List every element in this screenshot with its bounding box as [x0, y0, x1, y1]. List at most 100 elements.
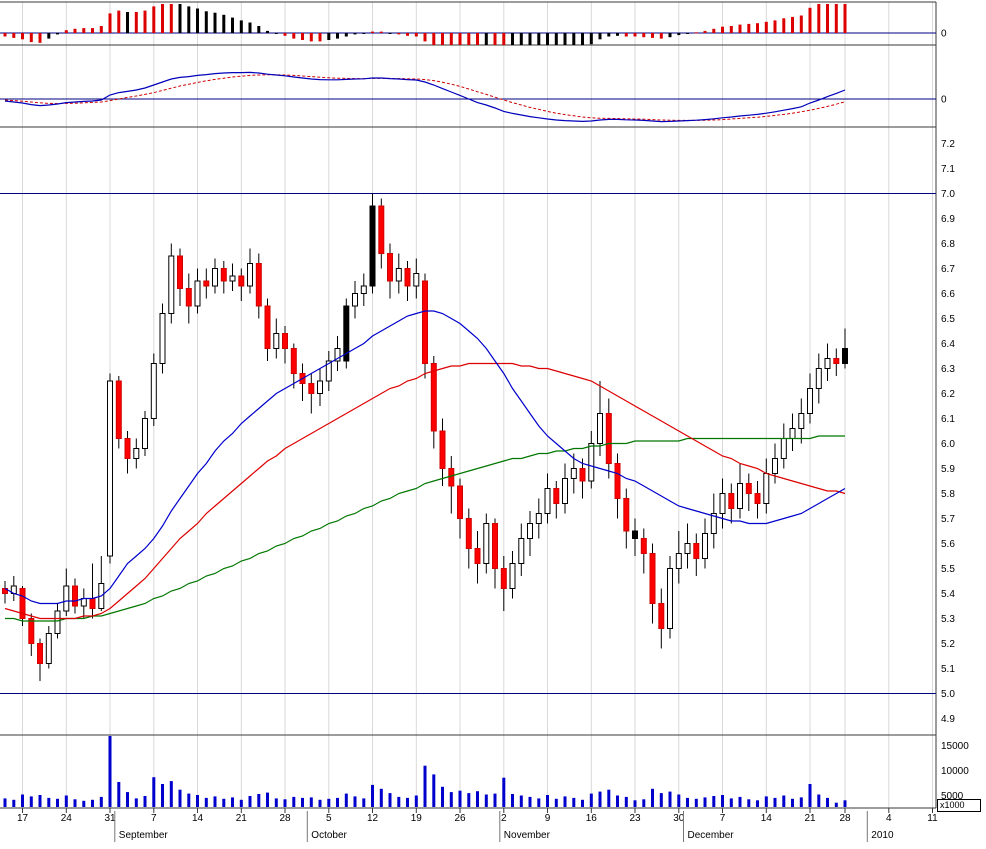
hist-bar — [56, 33, 59, 35]
candle-body — [334, 348, 341, 362]
hist-bar — [738, 24, 742, 33]
candle-body — [45, 633, 52, 664]
candle-body — [439, 430, 446, 469]
candle-body — [220, 268, 227, 282]
volume-bar — [572, 797, 576, 807]
hist-bar — [502, 33, 506, 45]
price-axis-label: 5.2 — [941, 639, 955, 650]
volume-bar — [528, 796, 532, 807]
volume-bar — [703, 797, 707, 807]
hist-bar — [161, 4, 164, 33]
volume-bar — [21, 794, 24, 807]
volume-bar — [38, 795, 42, 807]
hist-bar — [126, 12, 129, 33]
ma-mid-red-line — [4, 362, 846, 620]
week-tick-label: 11 — [927, 813, 938, 824]
volume-unit-label: x1000 — [940, 800, 965, 810]
month-label: 2010 — [871, 830, 894, 841]
hist-bar — [817, 4, 821, 33]
candle-body — [614, 463, 621, 499]
volume-bar — [91, 799, 94, 807]
week-tick-label: 14 — [761, 813, 773, 824]
candle-body — [185, 288, 192, 307]
price-axis-label: 6.3 — [941, 364, 955, 375]
volume-bar — [292, 796, 296, 807]
volume-bar — [458, 790, 462, 807]
hist-bar — [204, 11, 208, 34]
volume-bar — [29, 796, 33, 807]
volume-bar — [414, 795, 418, 807]
volume-axis-label: 10000 — [941, 766, 969, 777]
month-label: December — [688, 830, 735, 841]
candle-body — [649, 553, 656, 604]
volume-bar — [47, 797, 51, 807]
price-axis-label: 5.6 — [941, 539, 955, 550]
volume-bar — [484, 794, 488, 807]
volume-bar — [99, 796, 103, 807]
candle-body — [159, 313, 166, 364]
price-axis-label: 5.7 — [941, 514, 955, 525]
volume-bar — [799, 797, 803, 807]
volume-bar — [73, 799, 77, 807]
hist-bar — [808, 7, 812, 34]
candle-body — [798, 413, 805, 429]
hist-bar — [38, 33, 42, 43]
candlestick-series — [2, 193, 848, 681]
week-tick-label: 5 — [326, 813, 332, 824]
candle-body — [290, 348, 297, 374]
hist-bar — [406, 33, 409, 36]
hist-bar — [169, 4, 173, 33]
candle-body — [19, 588, 26, 619]
candle-body — [605, 413, 612, 464]
volume-bar — [257, 794, 261, 807]
hist-bar — [318, 33, 322, 42]
volume-bar — [537, 798, 541, 807]
volume-bar — [82, 800, 86, 807]
month-label: October — [311, 830, 347, 841]
hist-bar — [449, 33, 453, 45]
volume-bar — [423, 765, 427, 807]
hist-bar — [703, 30, 707, 33]
volume-bar — [791, 798, 794, 807]
candle-body — [229, 275, 236, 282]
hist-bar — [843, 4, 847, 33]
candle-body — [448, 468, 455, 487]
volume-bar — [633, 800, 637, 807]
hist-bar — [73, 28, 77, 33]
week-tick-label: 14 — [192, 813, 204, 824]
volume-bar — [712, 796, 716, 807]
candle-body — [483, 523, 490, 564]
volume-bar — [283, 799, 287, 807]
volume-bar — [336, 797, 339, 807]
hist-bar — [239, 20, 243, 33]
hist-bar — [344, 33, 348, 37]
hist-bar — [248, 22, 252, 33]
candle-body — [308, 383, 315, 394]
hist-bar — [47, 33, 51, 39]
candle-body — [492, 523, 498, 569]
week-tick-label: 28 — [839, 813, 851, 824]
ma-slow-green-line — [5, 435, 845, 622]
hist-bar — [826, 4, 829, 33]
price-axis-label: 6.7 — [941, 264, 955, 275]
price-axis-label: 6.5 — [941, 314, 955, 325]
hist-bar — [134, 12, 138, 33]
candle-body — [422, 280, 428, 364]
hist-bar — [309, 33, 313, 42]
candle-body — [562, 478, 568, 504]
volume-bar — [327, 798, 331, 807]
week-tick-label: 4 — [886, 813, 892, 824]
price-axis-label: 6.6 — [941, 289, 955, 300]
hist-bar — [546, 33, 549, 45]
price-axis-label: 5.8 — [941, 489, 955, 500]
hist-bar — [537, 33, 541, 45]
hist-bar — [616, 33, 619, 36]
volume-bar — [134, 798, 138, 807]
candle-body — [37, 643, 43, 664]
macd-panel — [4, 71, 846, 123]
hist-bar — [458, 33, 462, 45]
volume-bar — [554, 798, 558, 807]
volume-bar — [721, 795, 724, 807]
price-axis-label: 7.2 — [941, 139, 955, 150]
